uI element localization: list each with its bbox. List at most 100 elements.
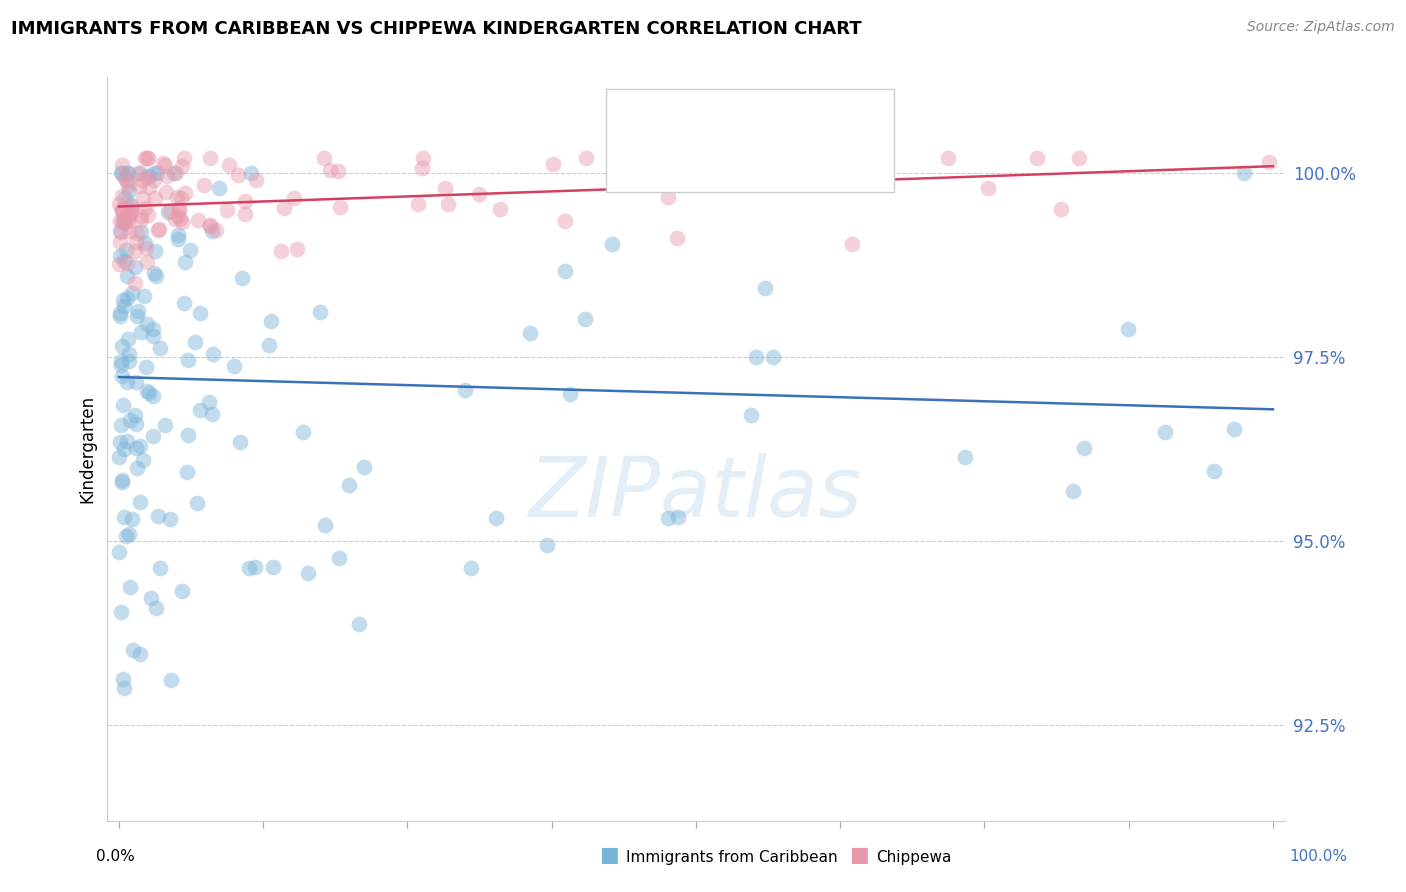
Point <box>1223 422 1246 436</box>
Text: N =: N = <box>754 145 793 163</box>
Point <box>134 152 156 166</box>
Point <box>129 494 152 508</box>
Point <box>110 309 132 323</box>
Point <box>1202 464 1225 478</box>
Point <box>434 180 457 194</box>
Point <box>460 560 482 574</box>
Point <box>110 605 132 619</box>
Point <box>740 408 762 422</box>
Point <box>145 600 167 615</box>
Point <box>411 161 433 175</box>
Point <box>437 197 460 211</box>
Point <box>111 368 134 383</box>
Point <box>337 478 360 492</box>
Point <box>131 209 153 223</box>
Point <box>142 429 165 443</box>
Point <box>155 158 177 172</box>
Point <box>328 550 350 565</box>
Point <box>115 269 138 284</box>
Point <box>856 166 879 180</box>
Point <box>406 196 429 211</box>
Point <box>121 285 143 300</box>
Point <box>238 560 260 574</box>
Point <box>519 326 541 340</box>
Point <box>111 204 134 219</box>
Point <box>574 312 596 326</box>
Point <box>155 417 177 432</box>
Point <box>173 296 195 310</box>
Point <box>118 347 141 361</box>
Text: ■: ■ <box>849 846 869 865</box>
Point <box>188 306 211 320</box>
Text: 106: 106 <box>803 145 839 163</box>
Point <box>125 235 148 250</box>
Point <box>120 199 142 213</box>
Point <box>142 389 165 403</box>
Point <box>145 269 167 284</box>
Point <box>131 172 153 186</box>
Point <box>160 673 183 688</box>
Point <box>228 169 250 183</box>
Point <box>283 191 305 205</box>
Point <box>228 435 250 450</box>
Point <box>111 339 134 353</box>
Point <box>1069 152 1091 166</box>
Point <box>657 190 679 204</box>
Point <box>454 384 477 398</box>
Point <box>125 309 148 323</box>
Point <box>112 442 135 456</box>
Point <box>200 219 222 234</box>
Point <box>136 318 159 332</box>
Point <box>124 441 146 455</box>
Point <box>159 204 181 219</box>
Point <box>125 417 148 431</box>
Point <box>117 291 139 305</box>
Point <box>156 169 179 183</box>
Point <box>127 166 149 180</box>
Point <box>170 191 193 205</box>
Point <box>118 354 141 368</box>
Text: 0.0%: 0.0% <box>96 849 135 864</box>
Point <box>111 202 134 216</box>
Point <box>114 244 136 258</box>
Point <box>117 166 139 180</box>
Point <box>117 332 139 346</box>
Point <box>115 207 138 221</box>
Point <box>262 560 284 574</box>
Point <box>762 351 785 365</box>
Point <box>111 398 134 412</box>
Point <box>143 191 166 205</box>
Point <box>108 450 131 464</box>
Point <box>112 509 135 524</box>
Point <box>122 642 145 657</box>
Point <box>1154 425 1177 439</box>
Point <box>170 159 193 173</box>
Text: IMMIGRANTS FROM CARIBBEAN VS CHIPPEWA KINDERGARTEN CORRELATION CHART: IMMIGRANTS FROM CARIBBEAN VS CHIPPEWA KI… <box>11 20 862 37</box>
Point <box>273 201 295 215</box>
Point <box>129 325 152 339</box>
Point <box>245 173 267 187</box>
Text: 0.005: 0.005 <box>697 108 752 126</box>
Text: ■: ■ <box>624 145 641 163</box>
Point <box>121 512 143 526</box>
Point <box>165 166 187 180</box>
Point <box>201 347 224 361</box>
Point <box>167 201 190 215</box>
Point <box>118 526 141 541</box>
Point <box>163 212 186 227</box>
Point <box>124 244 146 258</box>
Point <box>143 173 166 187</box>
Point <box>124 276 146 290</box>
Point <box>115 166 138 180</box>
Point <box>108 214 131 228</box>
Point <box>111 166 134 180</box>
Point <box>108 249 131 263</box>
Point <box>108 434 131 449</box>
Point <box>117 211 139 226</box>
Point <box>489 202 512 216</box>
Point <box>200 218 222 232</box>
Point <box>114 215 136 229</box>
Point <box>127 461 149 475</box>
Text: ZIPatlas: ZIPatlas <box>529 453 863 534</box>
Point <box>131 191 153 205</box>
